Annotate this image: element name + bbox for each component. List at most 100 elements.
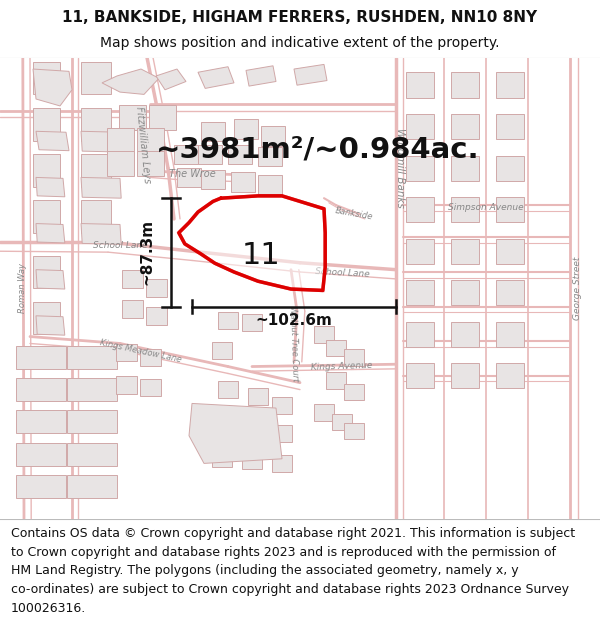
Polygon shape (36, 131, 69, 151)
Polygon shape (496, 72, 524, 98)
Polygon shape (258, 174, 282, 194)
Polygon shape (451, 114, 479, 139)
Polygon shape (137, 128, 163, 153)
Text: Bankside: Bankside (334, 207, 374, 222)
Polygon shape (81, 108, 111, 141)
Polygon shape (261, 126, 285, 146)
Polygon shape (122, 300, 143, 318)
Text: ~87.3m: ~87.3m (139, 219, 154, 286)
Polygon shape (36, 316, 65, 335)
Polygon shape (119, 105, 146, 130)
Polygon shape (272, 398, 292, 414)
Polygon shape (33, 108, 60, 141)
Polygon shape (326, 372, 346, 389)
Polygon shape (344, 422, 364, 439)
Polygon shape (16, 442, 66, 466)
Polygon shape (67, 346, 117, 369)
Text: The Wroe: The Wroe (169, 169, 215, 179)
Polygon shape (146, 307, 167, 324)
Polygon shape (36, 177, 65, 197)
Text: Map shows position and indicative extent of the property.: Map shows position and indicative extent… (100, 36, 500, 49)
Polygon shape (16, 378, 66, 401)
Polygon shape (314, 404, 334, 421)
Polygon shape (406, 322, 434, 347)
Polygon shape (36, 224, 65, 243)
Polygon shape (406, 363, 434, 389)
Polygon shape (344, 384, 364, 400)
Text: School Lane: School Lane (92, 241, 148, 250)
Polygon shape (314, 326, 334, 342)
Polygon shape (156, 69, 186, 90)
Text: ~102.6m: ~102.6m (256, 313, 332, 328)
Text: to Crown copyright and database rights 2023 and is reproduced with the permissio: to Crown copyright and database rights 2… (11, 546, 556, 559)
Polygon shape (16, 475, 66, 498)
Text: School Lane: School Lane (314, 267, 370, 279)
Polygon shape (496, 114, 524, 139)
Polygon shape (179, 196, 325, 291)
Polygon shape (115, 344, 137, 361)
Text: Windmill Banks: Windmill Banks (395, 128, 404, 208)
Polygon shape (81, 201, 111, 232)
Polygon shape (246, 66, 276, 86)
Text: ~3981m²/~0.984ac.: ~3981m²/~0.984ac. (156, 136, 480, 164)
Polygon shape (174, 144, 198, 164)
Polygon shape (33, 302, 60, 334)
Text: 11, BANKSIDE, HIGHAM FERRERS, RUSHDEN, NN10 8NY: 11, BANKSIDE, HIGHAM FERRERS, RUSHDEN, N… (62, 10, 538, 25)
Polygon shape (81, 154, 111, 187)
Polygon shape (496, 156, 524, 181)
Polygon shape (81, 224, 121, 244)
Polygon shape (406, 114, 434, 139)
Polygon shape (248, 388, 268, 405)
Text: Simpson Avenue: Simpson Avenue (448, 203, 524, 212)
Polygon shape (177, 168, 201, 187)
Polygon shape (201, 170, 225, 189)
Polygon shape (272, 455, 292, 472)
Polygon shape (67, 475, 117, 498)
Polygon shape (326, 340, 346, 356)
Polygon shape (212, 451, 232, 467)
Polygon shape (496, 239, 524, 264)
Polygon shape (33, 201, 60, 232)
Polygon shape (16, 346, 66, 369)
Polygon shape (67, 442, 117, 466)
Polygon shape (451, 239, 479, 264)
Polygon shape (139, 349, 161, 366)
Polygon shape (67, 411, 117, 433)
Polygon shape (146, 279, 167, 297)
Polygon shape (81, 62, 111, 94)
Polygon shape (496, 280, 524, 306)
Polygon shape (451, 280, 479, 306)
Polygon shape (242, 314, 262, 331)
Polygon shape (33, 256, 60, 288)
Polygon shape (107, 128, 133, 153)
Polygon shape (406, 72, 434, 98)
Polygon shape (139, 379, 161, 396)
Polygon shape (451, 156, 479, 181)
Polygon shape (107, 151, 133, 176)
Text: Contains OS data © Crown copyright and database right 2021. This information is : Contains OS data © Crown copyright and d… (11, 528, 575, 540)
Text: 100026316.: 100026316. (11, 602, 86, 614)
Polygon shape (258, 147, 282, 166)
Polygon shape (451, 72, 479, 98)
Polygon shape (81, 177, 121, 198)
Polygon shape (406, 280, 434, 306)
Polygon shape (242, 452, 262, 469)
Text: HM Land Registry. The polygons (including the associated geometry, namely x, y: HM Land Registry. The polygons (includin… (11, 564, 518, 578)
Polygon shape (149, 105, 176, 130)
Polygon shape (451, 322, 479, 347)
Polygon shape (122, 270, 143, 288)
Polygon shape (231, 173, 255, 192)
Polygon shape (451, 363, 479, 389)
Polygon shape (496, 322, 524, 347)
Polygon shape (67, 378, 117, 401)
Polygon shape (406, 156, 434, 181)
Text: 11: 11 (242, 241, 280, 271)
Polygon shape (115, 376, 137, 394)
Text: Fitzwilliam Leys: Fitzwilliam Leys (134, 106, 152, 184)
Text: George Street: George Street (574, 256, 582, 320)
Polygon shape (198, 144, 222, 164)
Polygon shape (228, 144, 252, 164)
Polygon shape (81, 131, 121, 152)
Polygon shape (102, 69, 159, 94)
Polygon shape (451, 197, 479, 222)
